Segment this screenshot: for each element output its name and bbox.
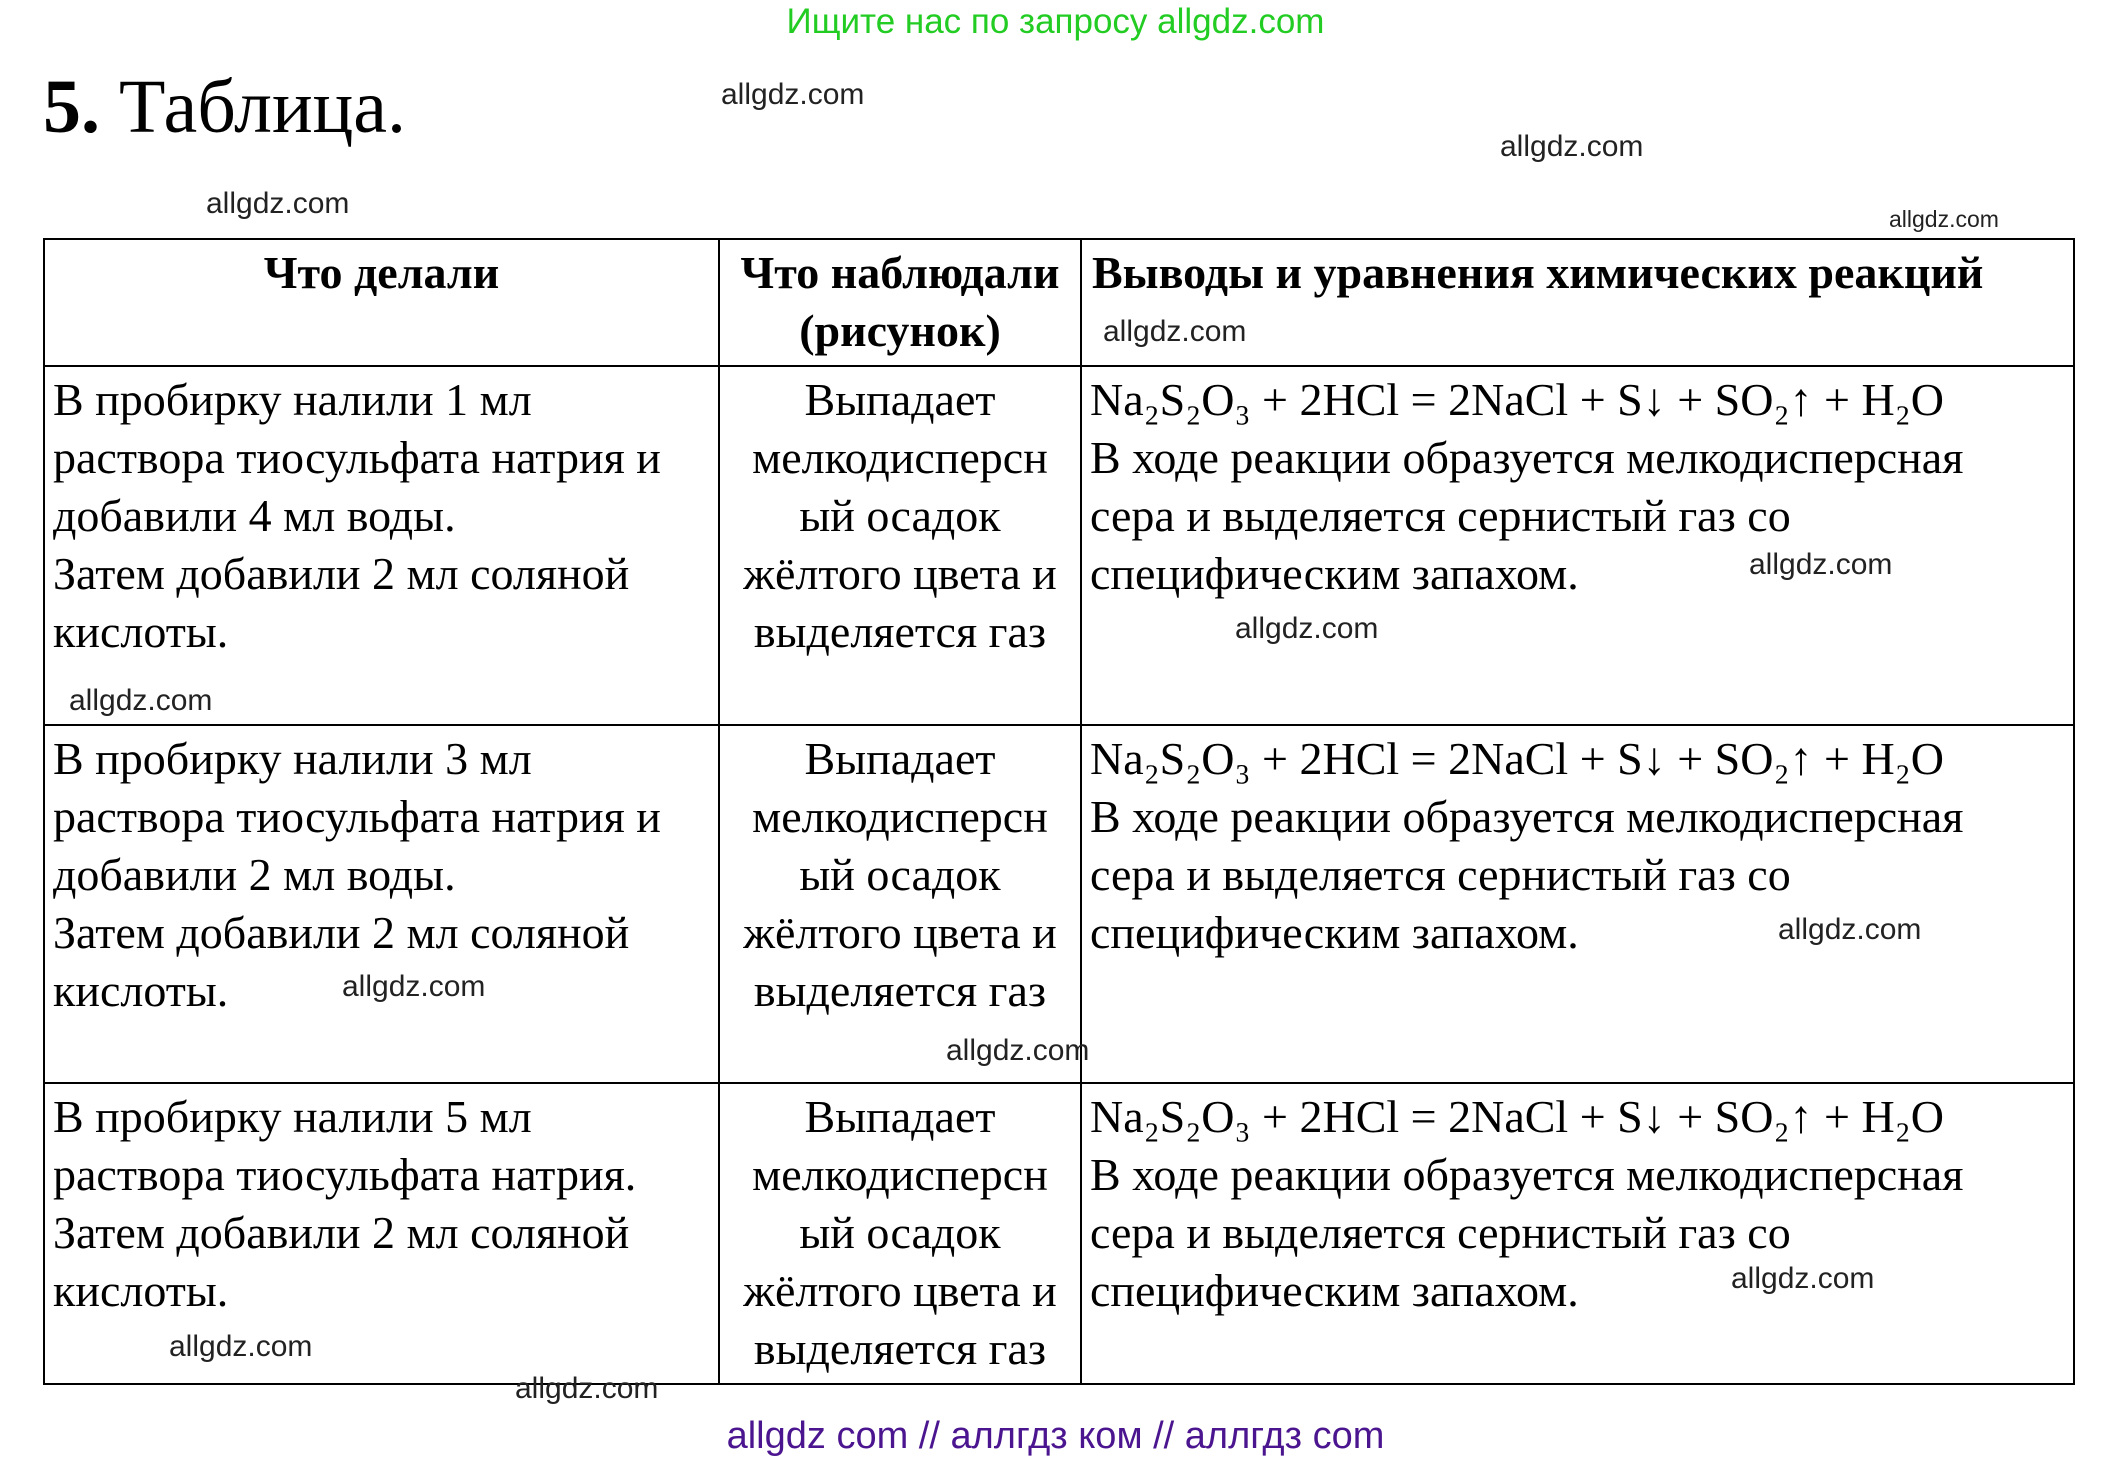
table-row: В пробирку налили 5 мл раствора тиосульфа… (43, 1082, 2075, 1385)
header-text: Что делали (263, 247, 500, 298)
cell-conclusion: Na₂S₂O₃ + 2HCl = 2NaCl + S↓ + SO₂↑ + H₂O… (1080, 365, 2075, 726)
cell-text: раствора тиосульфата натрия и (53, 432, 661, 483)
task-number: 5. (43, 65, 100, 149)
watermark: allgdz.com (69, 684, 213, 717)
cell-text: Затем добавили 2 мл соляной (53, 548, 630, 599)
search-hint-link[interactable]: Ищите нас по запросу allgdz.com (786, 2, 1325, 41)
watermark: allgdz.com (721, 78, 865, 111)
cell-text: мелкодисперсн (752, 791, 1048, 842)
watermark: allgdz.com (1235, 612, 1379, 645)
header-what-done: Что делали (43, 238, 720, 367)
table-header-row: Что делали Что наблюдали (рисунок) Выводы и… (43, 238, 2075, 367)
cell-text: В ходе реакции образуется мелкодисперсна… (1090, 1149, 1964, 1200)
cell-text: ый осадок (799, 849, 1001, 900)
cell-text: В ходе реакции образуется мелкодисперсна… (1090, 791, 1964, 842)
watermark: allgdz.com (946, 1034, 1090, 1067)
cell-text: сера и выделяется сернистый газ со (1090, 1207, 1791, 1258)
watermark: allgdz.com (1889, 206, 1999, 232)
cell-text: Выпадает (804, 374, 996, 425)
watermark: allgdz.com (1500, 130, 1644, 163)
watermark: allgdz.com (169, 1330, 313, 1363)
cell-text: жёлтого цвета и (743, 548, 1057, 599)
watermark: allgdz.com (1778, 913, 1922, 946)
cell-text: В пробирку налили 3 мл (53, 733, 532, 784)
cell-text: жёлтого цвета и (743, 907, 1057, 958)
cell-text: выделяется газ (753, 606, 1047, 657)
watermark: allgdz.com (1731, 1262, 1875, 1295)
header-text: Выводы и уравнения химических реакций (1092, 247, 1984, 298)
cell-what-done: В пробирку налили 3 мл раствора тиосульфа… (43, 724, 720, 1084)
cell-text: В пробирку налили 1 мл (53, 374, 532, 425)
cell-text: раствора тиосульфата натрия и (53, 791, 661, 842)
cell-text: выделяется газ (753, 965, 1047, 1016)
header-text: (рисунок) (799, 305, 1001, 356)
cell-what-done: В пробирку налили 5 мл раствора тиосульфа… (43, 1082, 720, 1385)
cell-text: Выпадает (804, 733, 996, 784)
table-row: В пробирку налили 1 мл раствора тиосульфа… (43, 365, 2075, 726)
cell-text: ый осадок (799, 1207, 1001, 1258)
cell-text: Затем добавили 2 мл соляной (53, 1207, 630, 1258)
cell-text: В ходе реакции образуется мелкодисперсна… (1090, 432, 1964, 483)
cell-text: Выпадает (804, 1091, 996, 1142)
cell-text: специфическим запахом. (1090, 548, 1579, 599)
task-title: 5. Таблица. (43, 62, 406, 152)
watermark: allgdz.com (342, 970, 486, 1003)
cell-text: сера и выделяется сернистый газ со (1090, 849, 1791, 900)
cell-text: Na₂S₂O₃ + 2HCl = 2NaCl + S↓ + SO₂↑ + H₂O (1090, 1091, 1944, 1142)
cell-text: добавили 2 мл воды. (53, 849, 456, 900)
header-text: Что наблюдали (740, 247, 1060, 298)
cell-text: Na₂S₂O₃ + 2HCl = 2NaCl + S↓ + SO₂↑ + H₂O (1090, 733, 1944, 784)
table-row: В пробирку налили 3 мл раствора тиосульфа… (43, 724, 2075, 1084)
cell-observed: Выпадает мелкодисперсн ый осадок жёлтого цв… (718, 724, 1082, 1084)
cell-text: мелкодисперсн (752, 1149, 1048, 1200)
watermark: allgdz.com (515, 1372, 659, 1405)
cell-text: В пробирку налили 5 мл (53, 1091, 532, 1142)
cell-text: раствора тиосульфата натрия. (53, 1149, 637, 1200)
footer-links[interactable]: allgdz com // аллгдз ком // аллгдз com (726, 1415, 1385, 1457)
cell-text: кислоты. (53, 965, 229, 1016)
cell-observed: Выпадает мелкодисперсн ый осадок жёлтого цв… (718, 1082, 1082, 1385)
cell-observed: Выпадает мелкодисперсн ый осадок жёлтого цв… (718, 365, 1082, 726)
cell-text: ый осадок (799, 490, 1001, 541)
cell-text: специфическим запахом. (1090, 1265, 1579, 1316)
cell-text: кислоты. (53, 1265, 229, 1316)
header-what-observed: Что наблюдали (рисунок) (718, 238, 1082, 367)
header-conclusions: Выводы и уравнения химических реакций (1080, 238, 2075, 367)
results-table: Что делали Что наблюдали (рисунок) Выводы и… (43, 238, 2075, 1385)
cell-text: Na₂S₂O₃ + 2HCl = 2NaCl + S↓ + SO₂↑ + H₂O (1090, 374, 1944, 425)
cell-text: специфическим запахом. (1090, 907, 1579, 958)
watermark: allgdz.com (1749, 548, 1893, 581)
cell-text: кислоты. (53, 606, 229, 657)
cell-text: сера и выделяется сернистый газ со (1090, 490, 1791, 541)
task-title-text: Таблица. (119, 65, 407, 149)
watermark: allgdz.com (206, 187, 350, 220)
watermark: allgdz.com (1103, 315, 1247, 348)
cell-text: мелкодисперсн (752, 432, 1048, 483)
cell-text: выделяется газ (753, 1323, 1047, 1374)
cell-text: жёлтого цвета и (743, 1265, 1057, 1316)
cell-what-done: В пробирку налили 1 мл раствора тиосульфа… (43, 365, 720, 726)
cell-conclusion: Na₂S₂O₃ + 2HCl = 2NaCl + S↓ + SO₂↑ + H₂O… (1080, 1082, 2075, 1385)
cell-text: Затем добавили 2 мл соляной (53, 907, 630, 958)
cell-conclusion: Na₂S₂O₃ + 2HCl = 2NaCl + S↓ + SO₂↑ + H₂O… (1080, 724, 2075, 1084)
cell-text: добавили 4 мл воды. (53, 490, 456, 541)
